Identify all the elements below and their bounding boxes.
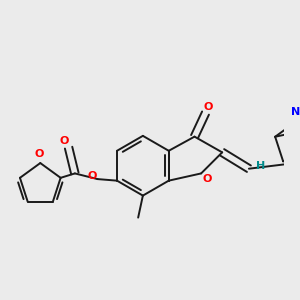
Text: O: O <box>34 149 43 159</box>
Text: O: O <box>87 171 97 181</box>
Text: H: H <box>256 161 266 171</box>
Text: O: O <box>204 102 213 112</box>
Text: O: O <box>59 136 69 146</box>
Text: N: N <box>292 107 300 117</box>
Text: O: O <box>202 174 212 184</box>
